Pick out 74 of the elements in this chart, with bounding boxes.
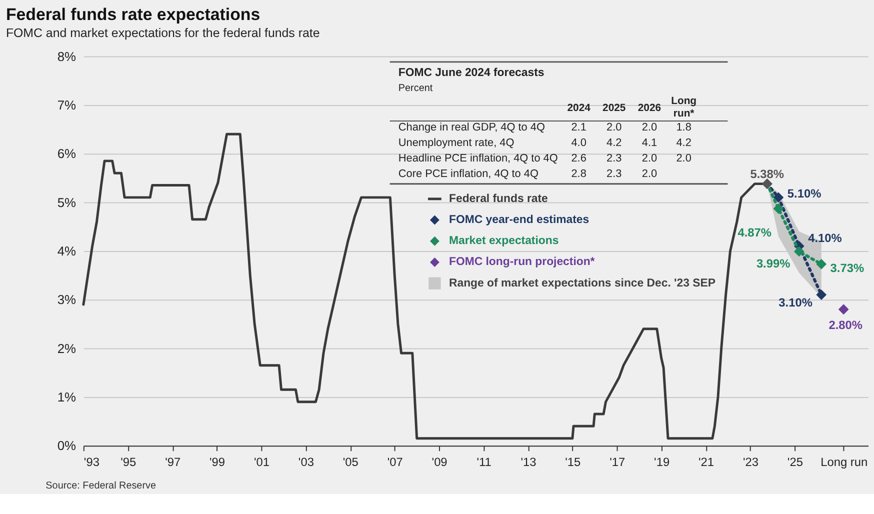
data-label: 3.10% <box>778 296 813 310</box>
annotation: 2026 <box>638 102 662 114</box>
x-tick-label: '97 <box>165 454 181 469</box>
source-note: Source: Federal Reserve <box>46 480 156 492</box>
annotation: 2.0 <box>676 152 692 165</box>
point <box>773 203 784 214</box>
point <box>794 246 804 257</box>
annotation: Long run* <box>671 96 697 120</box>
y-tick-label: 8% <box>57 48 76 64</box>
annotation: 2.3 <box>606 152 622 165</box>
x-tick-label: '17 <box>610 454 626 469</box>
y-tick-label: 0% <box>57 438 76 454</box>
legend-label: Federal funds rate <box>449 192 548 205</box>
annotation: 1.8 <box>676 122 692 134</box>
x-tick-label: '25 <box>787 454 804 469</box>
annotation: 2024 <box>567 102 591 114</box>
x-tick-label: '09 <box>432 454 448 469</box>
x-tick-label: '93 <box>84 454 100 469</box>
y-tick-label: 3% <box>57 292 76 308</box>
annotation: 4.2 <box>606 137 622 150</box>
x-tick-label: '21 <box>698 454 714 469</box>
x-tick-label: '19 <box>654 454 670 469</box>
data-label: 5.10% <box>787 186 822 200</box>
point <box>816 258 827 270</box>
data-label: 2.80% <box>828 318 863 332</box>
annotation: Core PCE inflation, 4Q to 4Q <box>398 168 538 180</box>
y-tick-label: 4% <box>57 243 76 258</box>
annotation: Unemployment rate, 4Q <box>398 137 514 150</box>
data-label: 3.99% <box>756 256 791 270</box>
x-tick-label: '07 <box>387 454 404 469</box>
x-tick-label: Long run <box>820 454 868 469</box>
data-label: 5.38% <box>750 166 784 181</box>
point <box>838 304 849 315</box>
x-tick-label: '95 <box>120 454 137 469</box>
point <box>816 290 827 300</box>
annotation: 2025 <box>602 102 626 114</box>
x-tick-label: '01 <box>254 454 270 469</box>
x-tick-label: '13 <box>520 454 537 469</box>
data-label: 4.87% <box>738 225 772 240</box>
data-label: 4.10% <box>808 231 842 246</box>
x-tick-label: '99 <box>210 454 226 469</box>
x-tick-label: '23 <box>742 454 759 469</box>
y-tick-label: 5% <box>57 194 76 210</box>
legend-label: Range of market expectations since Dec. '23 SEP <box>449 277 716 290</box>
annotation: Percent <box>398 83 433 94</box>
y-tick-label: 2% <box>57 340 76 356</box>
annotation: 4.1 <box>642 137 658 150</box>
annotation: 4.0 <box>571 137 586 150</box>
y-tick-label: 1% <box>57 389 76 404</box>
point <box>773 192 784 203</box>
data-label: 3.73% <box>830 261 864 276</box>
annotation: FOMC June 2024 forecasts <box>398 67 544 80</box>
x-tick-label: '11 <box>476 454 492 469</box>
annotation: 2.0 <box>642 152 658 165</box>
y-tick-label: 6% <box>57 146 76 162</box>
chart-title: Federal funds rate expectations <box>6 5 260 24</box>
annotation: 2.1 <box>571 122 586 134</box>
x-tick-label: '03 <box>298 454 314 469</box>
annotation: 2.8 <box>571 168 586 180</box>
annotation: 2.6 <box>571 152 586 165</box>
chart-subtitle: FOMC and market expectations for the federal funds rate <box>6 26 320 40</box>
annotation: 4.2 <box>676 137 692 150</box>
annotation: 2.0 <box>606 122 622 134</box>
x-tick-label: '15 <box>565 454 582 469</box>
annotation: Change in real GDP, 4Q to 4Q <box>398 122 545 134</box>
annotation: 2.0 <box>642 168 658 180</box>
x-tick-label: '05 <box>342 454 359 469</box>
annotation: 2.3 <box>606 168 622 180</box>
y-tick-label: 7% <box>57 97 76 112</box>
legend-label: Market expectations <box>449 235 559 248</box>
annotation: Headline PCE inflation, 4Q to 4Q <box>398 152 558 165</box>
annotation: 2.0 <box>642 122 658 134</box>
legend-label: FOMC year-end estimates <box>449 214 590 226</box>
legend-label: FOMC long-run projection* <box>449 256 596 268</box>
